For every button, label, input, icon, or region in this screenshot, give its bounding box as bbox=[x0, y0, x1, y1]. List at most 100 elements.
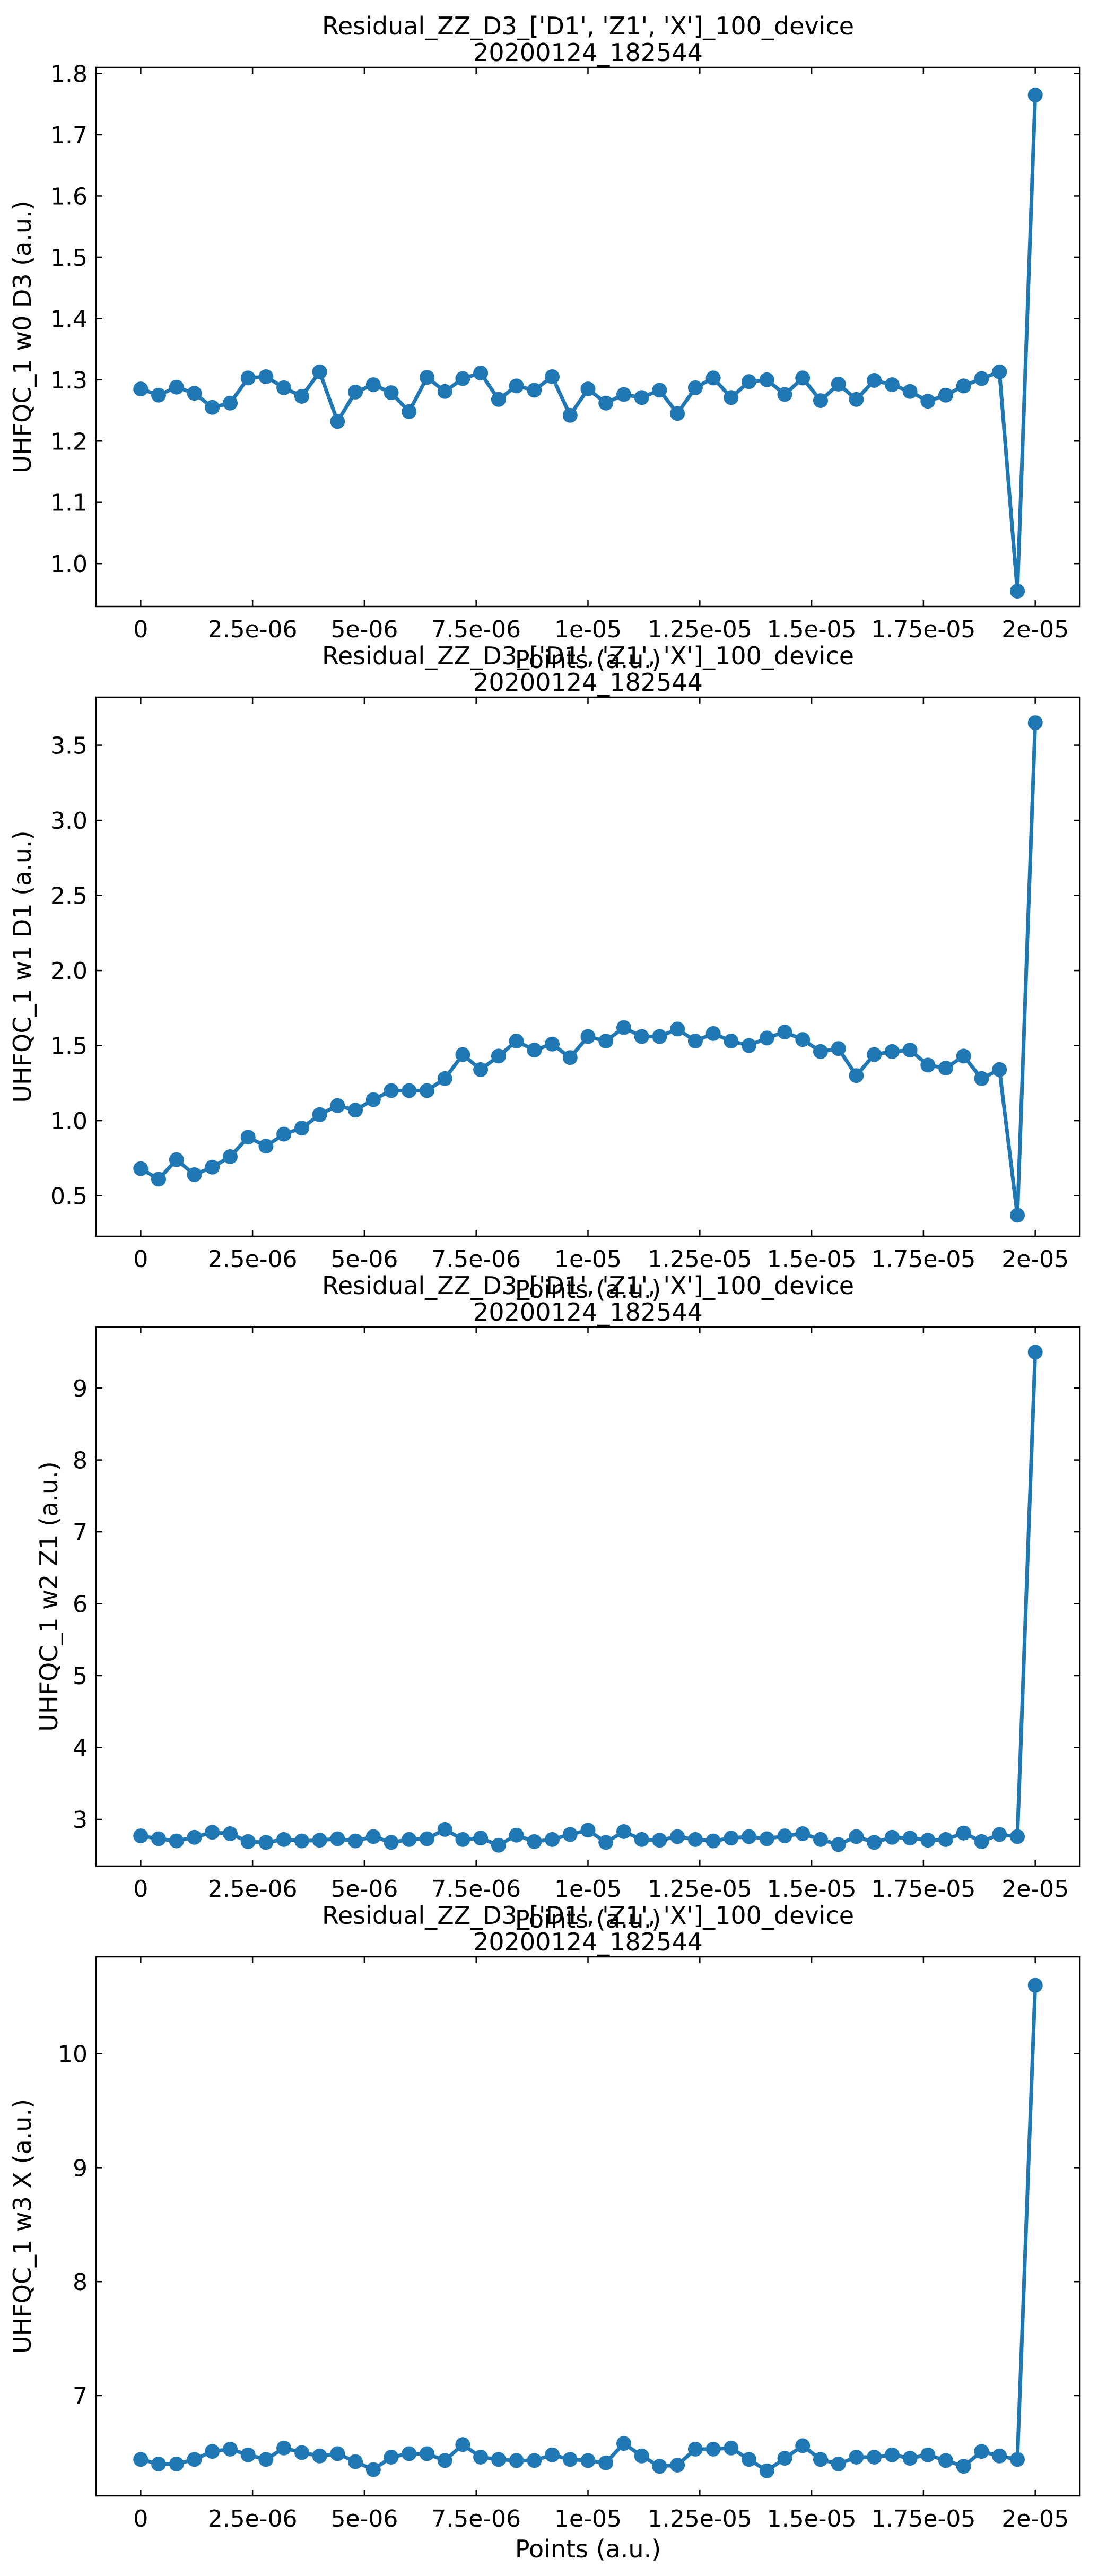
data-point bbox=[205, 1825, 220, 1840]
data-point bbox=[437, 1822, 452, 1837]
data-point bbox=[795, 2438, 811, 2453]
chart-panel-1: Residual_ZZ_D3_['D1', 'Z1', 'X']_100_dev… bbox=[8, 12, 1081, 674]
data-point bbox=[562, 1827, 578, 1842]
data-point bbox=[724, 1034, 739, 1049]
data-point bbox=[294, 1833, 309, 1849]
data-point bbox=[831, 2456, 846, 2471]
data-point bbox=[330, 1831, 345, 1846]
data-point bbox=[616, 387, 631, 402]
data-point bbox=[312, 1833, 327, 1848]
y-tick-label: 1.2 bbox=[50, 428, 88, 455]
data-point bbox=[598, 2455, 614, 2470]
x-tick-label: 2e-05 bbox=[1001, 616, 1069, 643]
data-point bbox=[938, 2453, 953, 2468]
data-point bbox=[902, 1043, 918, 1058]
x-tick-label: 5e-06 bbox=[330, 2505, 398, 2532]
data-point bbox=[777, 1828, 792, 1844]
y-tick-label: 8 bbox=[73, 2269, 88, 2296]
x-tick-label: 1.5e-05 bbox=[767, 2505, 857, 2532]
data-point bbox=[759, 372, 774, 387]
x-tick-label: 1.25e-05 bbox=[648, 2505, 752, 2532]
data-point bbox=[545, 369, 560, 384]
data-point bbox=[849, 1829, 864, 1844]
data-point bbox=[276, 2440, 292, 2456]
chart-panel-2: Residual_ZZ_D3_['D1', 'Z1', 'X']_100_dev… bbox=[8, 641, 1081, 1304]
data-point bbox=[849, 2450, 864, 2465]
x-tick-label: 7.5e-06 bbox=[431, 2505, 521, 2532]
data-point bbox=[402, 404, 417, 419]
data-point bbox=[634, 390, 649, 405]
data-point bbox=[348, 1103, 363, 1118]
data-point bbox=[777, 1025, 792, 1040]
data-point bbox=[562, 2452, 578, 2467]
data-point bbox=[169, 1833, 184, 1849]
data-point bbox=[151, 1831, 166, 1846]
data-point bbox=[884, 1829, 900, 1845]
data-point bbox=[992, 1827, 1007, 1842]
y-tick-label: 2.5 bbox=[50, 883, 88, 910]
data-point bbox=[276, 380, 292, 395]
data-point bbox=[455, 1047, 470, 1062]
x-tick-label: 0 bbox=[133, 616, 148, 643]
data-point bbox=[437, 1071, 452, 1086]
data-point bbox=[240, 1834, 256, 1849]
data-point bbox=[902, 384, 918, 399]
chart-title: Residual_ZZ_D3_['D1', 'Z1', 'X']_100_dev… bbox=[322, 12, 854, 40]
data-point bbox=[384, 1835, 399, 1850]
data-point bbox=[831, 376, 846, 392]
data-point bbox=[580, 381, 596, 397]
data-point bbox=[849, 1068, 864, 1083]
y-tick-label: 7 bbox=[73, 1519, 88, 1546]
data-point bbox=[348, 384, 363, 400]
y-tick-label: 9 bbox=[73, 2155, 88, 2182]
data-point bbox=[223, 1826, 238, 1841]
data-point bbox=[151, 1172, 166, 1187]
data-point bbox=[187, 1829, 202, 1845]
data-point bbox=[420, 2446, 434, 2461]
data-point bbox=[545, 1832, 560, 1847]
data-point bbox=[920, 2447, 936, 2462]
data-point bbox=[151, 2456, 166, 2471]
data-point bbox=[1010, 1208, 1025, 1223]
data-point bbox=[992, 364, 1007, 379]
y-tick-label: 1.5 bbox=[50, 1033, 88, 1060]
data-point bbox=[402, 1083, 417, 1098]
data-point bbox=[670, 406, 685, 421]
data-point bbox=[920, 394, 936, 409]
data-point bbox=[831, 1041, 846, 1056]
data-point bbox=[330, 1098, 345, 1113]
y-tick-label: 4 bbox=[73, 1734, 88, 1762]
y-tick-label: 10 bbox=[58, 2041, 88, 2068]
y-tick-label: 3.0 bbox=[50, 808, 88, 835]
x-tick-label: 1e-05 bbox=[554, 2505, 622, 2532]
data-point bbox=[742, 1829, 756, 1844]
data-point bbox=[974, 1834, 989, 1849]
data-point bbox=[1027, 715, 1043, 731]
chart-title: Residual_ZZ_D3_['D1', 'Z1', 'X']_100_dev… bbox=[322, 1901, 854, 1930]
x-tick-label: 2e-05 bbox=[1001, 1876, 1069, 1903]
data-point bbox=[562, 1050, 578, 1065]
x-tick-label: 1.25e-05 bbox=[648, 1246, 752, 1273]
data-point bbox=[759, 2463, 774, 2478]
y-axis-label: UHFQC_1 w0 D3 (a.u.) bbox=[8, 201, 37, 473]
data-point bbox=[616, 1020, 631, 1035]
data-point bbox=[509, 1034, 524, 1049]
data-point bbox=[509, 378, 524, 394]
data-point bbox=[169, 1152, 184, 1167]
x-tick-label: 1.75e-05 bbox=[871, 2505, 975, 2532]
plot-frame bbox=[95, 696, 1081, 1237]
data-point bbox=[491, 2452, 506, 2467]
data-point bbox=[365, 1092, 381, 1107]
x-tick-label: 0 bbox=[133, 1876, 148, 1903]
data-point bbox=[187, 386, 202, 401]
data-point bbox=[974, 1071, 989, 1086]
y-tick-label: 0.5 bbox=[50, 1183, 88, 1210]
y-tick-label: 1.0 bbox=[50, 1108, 88, 1135]
data-point bbox=[205, 2444, 220, 2459]
data-point bbox=[634, 1832, 649, 1847]
data-point bbox=[384, 385, 399, 401]
data-point bbox=[1010, 584, 1025, 599]
data-point bbox=[133, 1161, 149, 1176]
data-point bbox=[240, 1130, 256, 1145]
